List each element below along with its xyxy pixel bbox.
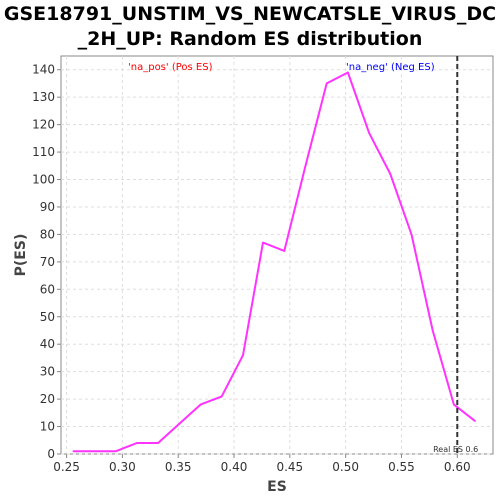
data-point — [242, 354, 244, 356]
data-point — [115, 450, 117, 452]
y-tick-label: 70 — [40, 255, 55, 269]
data-point — [453, 404, 455, 406]
y-tick-label: 10 — [40, 420, 55, 434]
y-tick-label: 0 — [47, 447, 55, 461]
y-tick-label: 100 — [32, 173, 55, 187]
x-tick-label: 0.35 — [165, 460, 192, 474]
data-point — [200, 404, 202, 406]
data-point — [283, 250, 285, 252]
y-tick-label: 40 — [40, 337, 55, 351]
data-point — [262, 242, 264, 244]
x-tick-label: 0.50 — [332, 460, 359, 474]
real-es-label: Real ES 0.6 — [433, 445, 478, 454]
x-tick-label: 0.55 — [388, 460, 415, 474]
data-point — [305, 165, 307, 167]
x-axis: 0.25 0.30 0.35 0.40 0.45 0.50 0.55 0.60 — [53, 454, 470, 474]
y-axis: 0 10 20 30 40 50 60 70 80 90 100 110 120 130 140 — [32, 63, 61, 461]
data-point — [136, 442, 138, 444]
data-point — [221, 396, 223, 398]
x-tick-label: 0.45 — [276, 460, 303, 474]
x-tick-label: 0.30 — [109, 460, 136, 474]
legend-pos-es: 'na_pos' (Pos ES) — [128, 62, 213, 73]
y-tick-label: 90 — [40, 200, 55, 214]
x-tick-label: 0.25 — [53, 460, 80, 474]
y-tick-label: 120 — [32, 118, 55, 132]
y-tick-label: 50 — [40, 310, 55, 324]
y-tick-label: 130 — [32, 90, 55, 104]
data-point — [474, 420, 476, 422]
y-axis-label: P(ES) — [13, 234, 29, 277]
y-tick-label: 110 — [32, 145, 55, 159]
data-point — [157, 442, 159, 444]
data-point — [326, 83, 328, 85]
data-point — [94, 450, 96, 452]
data-point — [390, 173, 392, 175]
data-point — [432, 330, 434, 332]
data-point — [72, 450, 74, 452]
y-tick-label: 60 — [40, 282, 55, 296]
plot-area — [61, 56, 493, 454]
data-point — [411, 234, 413, 236]
y-tick-label: 30 — [40, 365, 55, 379]
data-point — [179, 423, 181, 425]
y-tick-label: 20 — [40, 392, 55, 406]
legend-neg-es: 'na_neg' (Neg ES) — [346, 62, 435, 73]
data-point — [368, 132, 370, 134]
y-tick-label: 80 — [40, 227, 55, 241]
x-tick-label: 0.60 — [444, 460, 471, 474]
y-tick-label: 140 — [32, 63, 55, 77]
x-tick-label: 0.40 — [221, 460, 248, 474]
x-axis-label: ES — [267, 479, 287, 495]
